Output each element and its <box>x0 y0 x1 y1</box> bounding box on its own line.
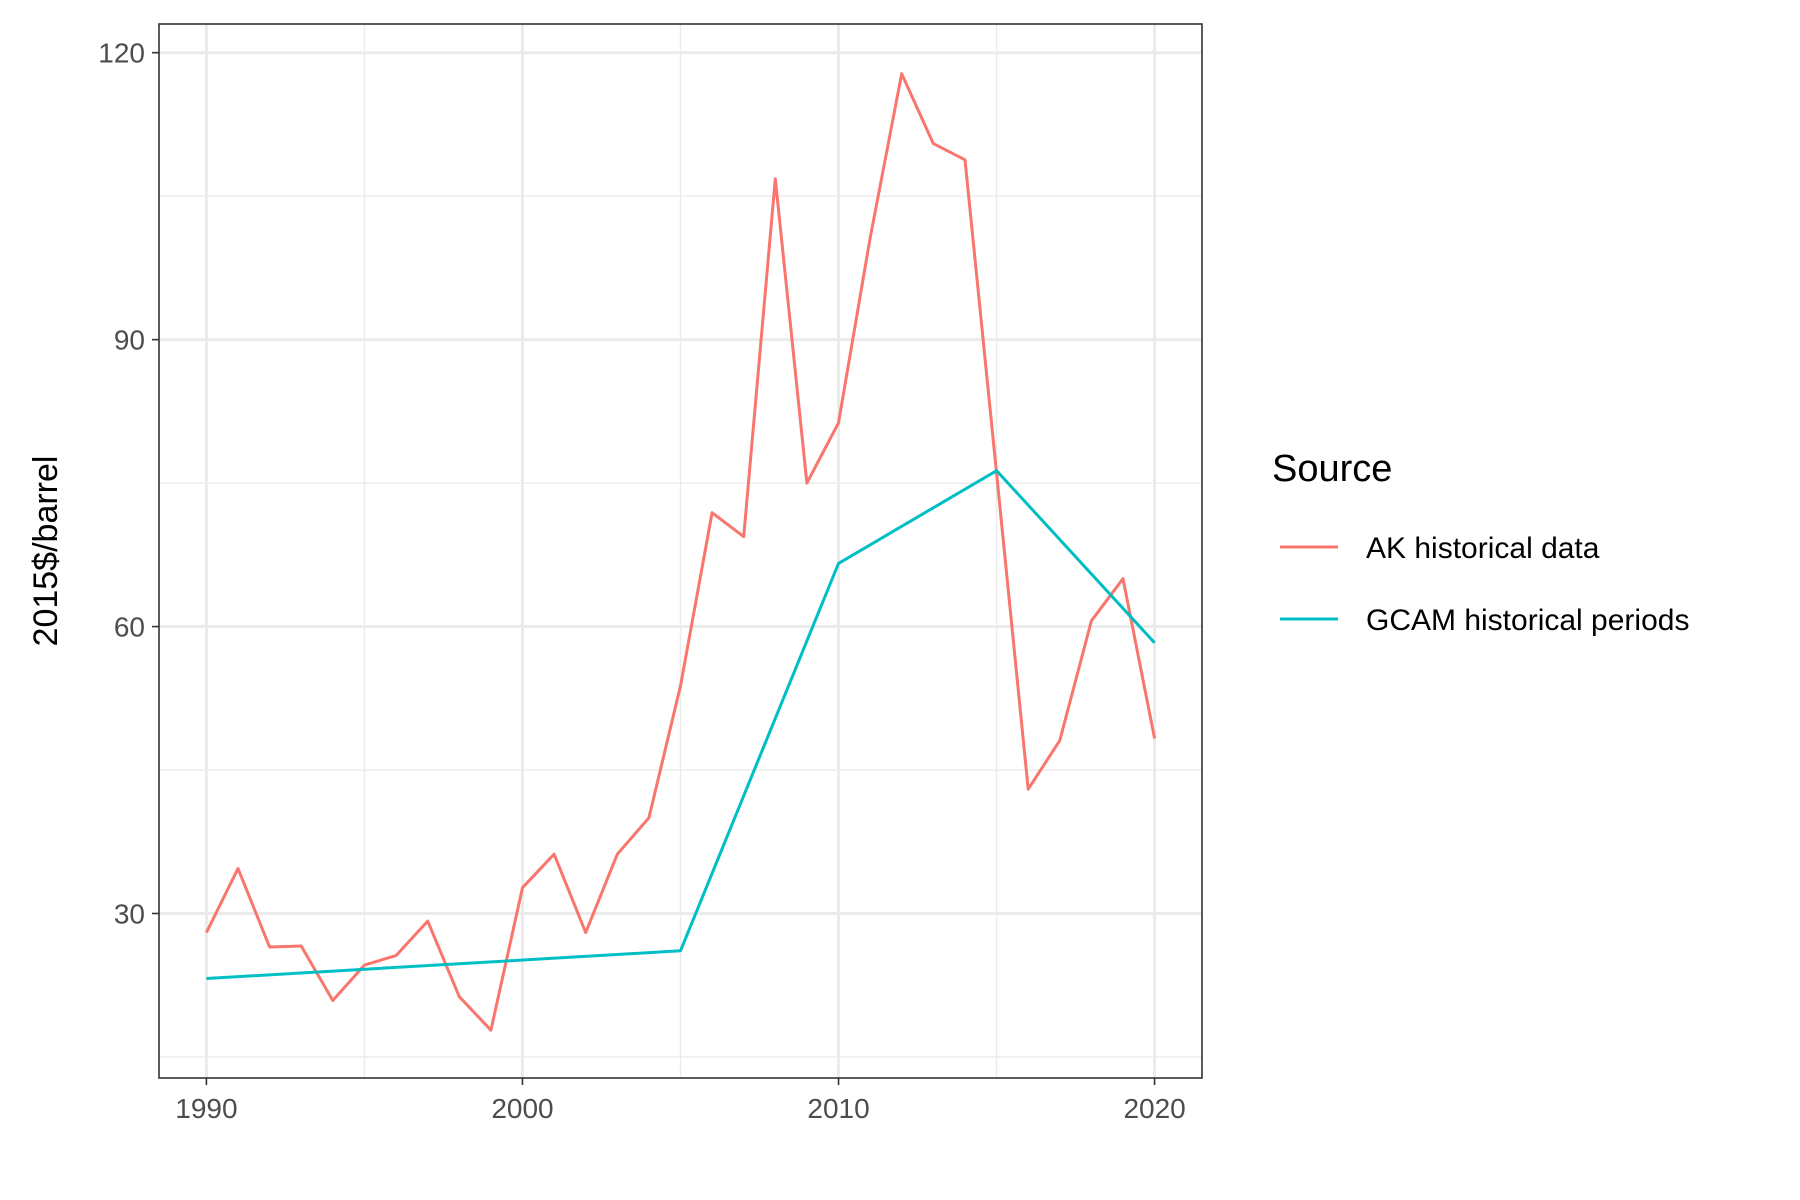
y-tick-label: 30 <box>114 898 145 929</box>
legend-items: AK historical data GCAM historical period… <box>1280 532 1689 637</box>
legend-label-1: GCAM historical periods <box>1366 604 1689 637</box>
minor-grid <box>159 24 1202 1078</box>
legend-title: Source <box>1272 448 1392 490</box>
legend: Source AK historical data GCAM historical… <box>1272 448 1689 637</box>
y-axis-title: 2015$/barrel <box>27 456 65 647</box>
x-tick-label: 1990 <box>175 1093 237 1124</box>
y-tick-label: 60 <box>114 612 145 643</box>
plot-panel-border <box>158 23 1203 1079</box>
y-tick-label: 90 <box>114 325 145 356</box>
series-line-1 <box>206 469 1156 980</box>
x-axis: 1990 2000 2010 2020 <box>175 1078 1186 1124</box>
legend-label-0: AK historical data <box>1366 532 1600 565</box>
major-grid <box>159 24 1202 1078</box>
y-axis: 30 60 90 120 <box>98 38 159 929</box>
series-layer <box>205 72 1157 1032</box>
x-tick-label: 2010 <box>807 1093 869 1124</box>
x-tick-label: 2020 <box>1123 1093 1185 1124</box>
x-tick-label: 2000 <box>491 1093 553 1124</box>
y-tick-label: 120 <box>98 38 145 69</box>
series-line-0 <box>205 72 1157 1032</box>
